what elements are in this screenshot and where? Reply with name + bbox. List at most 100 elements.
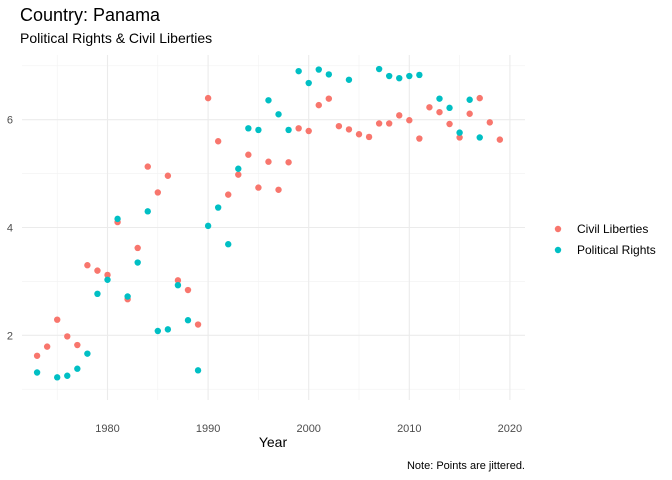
data-point (396, 74, 403, 82)
data-point (194, 321, 202, 328)
data-point (375, 65, 383, 73)
data-point (134, 259, 141, 266)
data-point (154, 327, 162, 335)
data-point (84, 350, 91, 357)
data-point (476, 94, 483, 102)
data-point (43, 343, 51, 350)
x-axis-title: Year (259, 434, 288, 450)
data-point (335, 122, 343, 130)
y-tick-labels: 2 4 6 (7, 115, 13, 343)
data-point (204, 222, 212, 230)
data-point (436, 95, 443, 102)
data-point (33, 369, 41, 376)
data-point (385, 72, 393, 80)
data-point (114, 215, 121, 223)
x-tick-label: 2020 (498, 423, 522, 435)
data-point (214, 204, 222, 211)
x-tick-label: 2000 (296, 423, 320, 435)
data-point (33, 352, 41, 359)
data-point (456, 134, 463, 141)
data-point (104, 271, 111, 279)
data-point (396, 112, 403, 119)
legend-key (554, 246, 562, 254)
data-point (476, 134, 483, 141)
data-point (275, 111, 282, 118)
data-point (154, 189, 162, 196)
data-point (184, 286, 192, 294)
data-point (295, 67, 302, 75)
legend-label: Civil Liberties (577, 222, 648, 236)
data-point (265, 97, 272, 104)
data-point (204, 94, 212, 102)
data-point (255, 184, 262, 191)
legend-label: Political Rights (577, 243, 656, 257)
plot-panel (22, 55, 525, 400)
data-point (64, 372, 71, 379)
y-tick-label: 6 (7, 115, 13, 127)
data-point (275, 186, 282, 193)
data-point (144, 163, 151, 170)
data-point (104, 276, 111, 283)
data-point (214, 138, 222, 145)
data-point (365, 133, 373, 141)
data-point (295, 125, 302, 132)
data-point (385, 120, 393, 127)
data-point (184, 317, 192, 324)
data-point (325, 71, 333, 78)
data-point (355, 131, 363, 138)
data-point (64, 333, 71, 340)
y-tick-label: 4 (7, 223, 13, 235)
data-point (54, 374, 61, 381)
data-point (94, 290, 101, 298)
x-tick-label: 1990 (196, 423, 220, 435)
series-civil-liberties (33, 94, 504, 359)
data-point (456, 129, 463, 136)
data-point (174, 281, 182, 289)
data-point (315, 66, 322, 73)
data-point (74, 341, 81, 349)
data-point (235, 165, 242, 172)
data-point (134, 244, 141, 252)
data-point (486, 119, 493, 126)
data-point (225, 191, 232, 198)
series-political-rights (33, 65, 483, 381)
chart-title: Country: Panama (20, 5, 161, 25)
chart-caption: Note: Points are jittered. (407, 460, 525, 472)
data-point (164, 326, 172, 333)
data-point (315, 101, 322, 109)
data-point (446, 104, 453, 112)
data-point (345, 76, 353, 83)
data-point (124, 293, 131, 300)
data-point (305, 79, 312, 87)
data-point (285, 126, 292, 134)
data-point (164, 172, 172, 179)
data-point (245, 125, 252, 132)
data-point (94, 267, 101, 274)
data-point (466, 96, 473, 103)
data-point (194, 367, 202, 374)
data-point (74, 365, 81, 372)
data-point (174, 277, 182, 284)
data-point (406, 72, 413, 80)
data-point (225, 241, 232, 248)
data-point (466, 110, 473, 117)
data-point (144, 208, 151, 215)
data-point (255, 126, 262, 134)
data-point (305, 127, 312, 135)
data-point (235, 171, 242, 178)
data-point (285, 159, 292, 166)
data-point (265, 158, 272, 165)
legend-key (554, 225, 562, 233)
x-tick-label: 1980 (95, 423, 119, 435)
data-point (84, 262, 91, 269)
chart-subtitle: Political Rights & Civil Liberties (20, 30, 212, 46)
data-point (446, 120, 453, 128)
data-point (496, 136, 504, 143)
points-layer (33, 65, 504, 381)
legend: Civil Liberties Political Rights (554, 222, 656, 257)
data-point (406, 117, 413, 124)
data-point (345, 126, 353, 133)
x-tick-label: 2010 (397, 423, 421, 435)
data-point (416, 135, 423, 142)
